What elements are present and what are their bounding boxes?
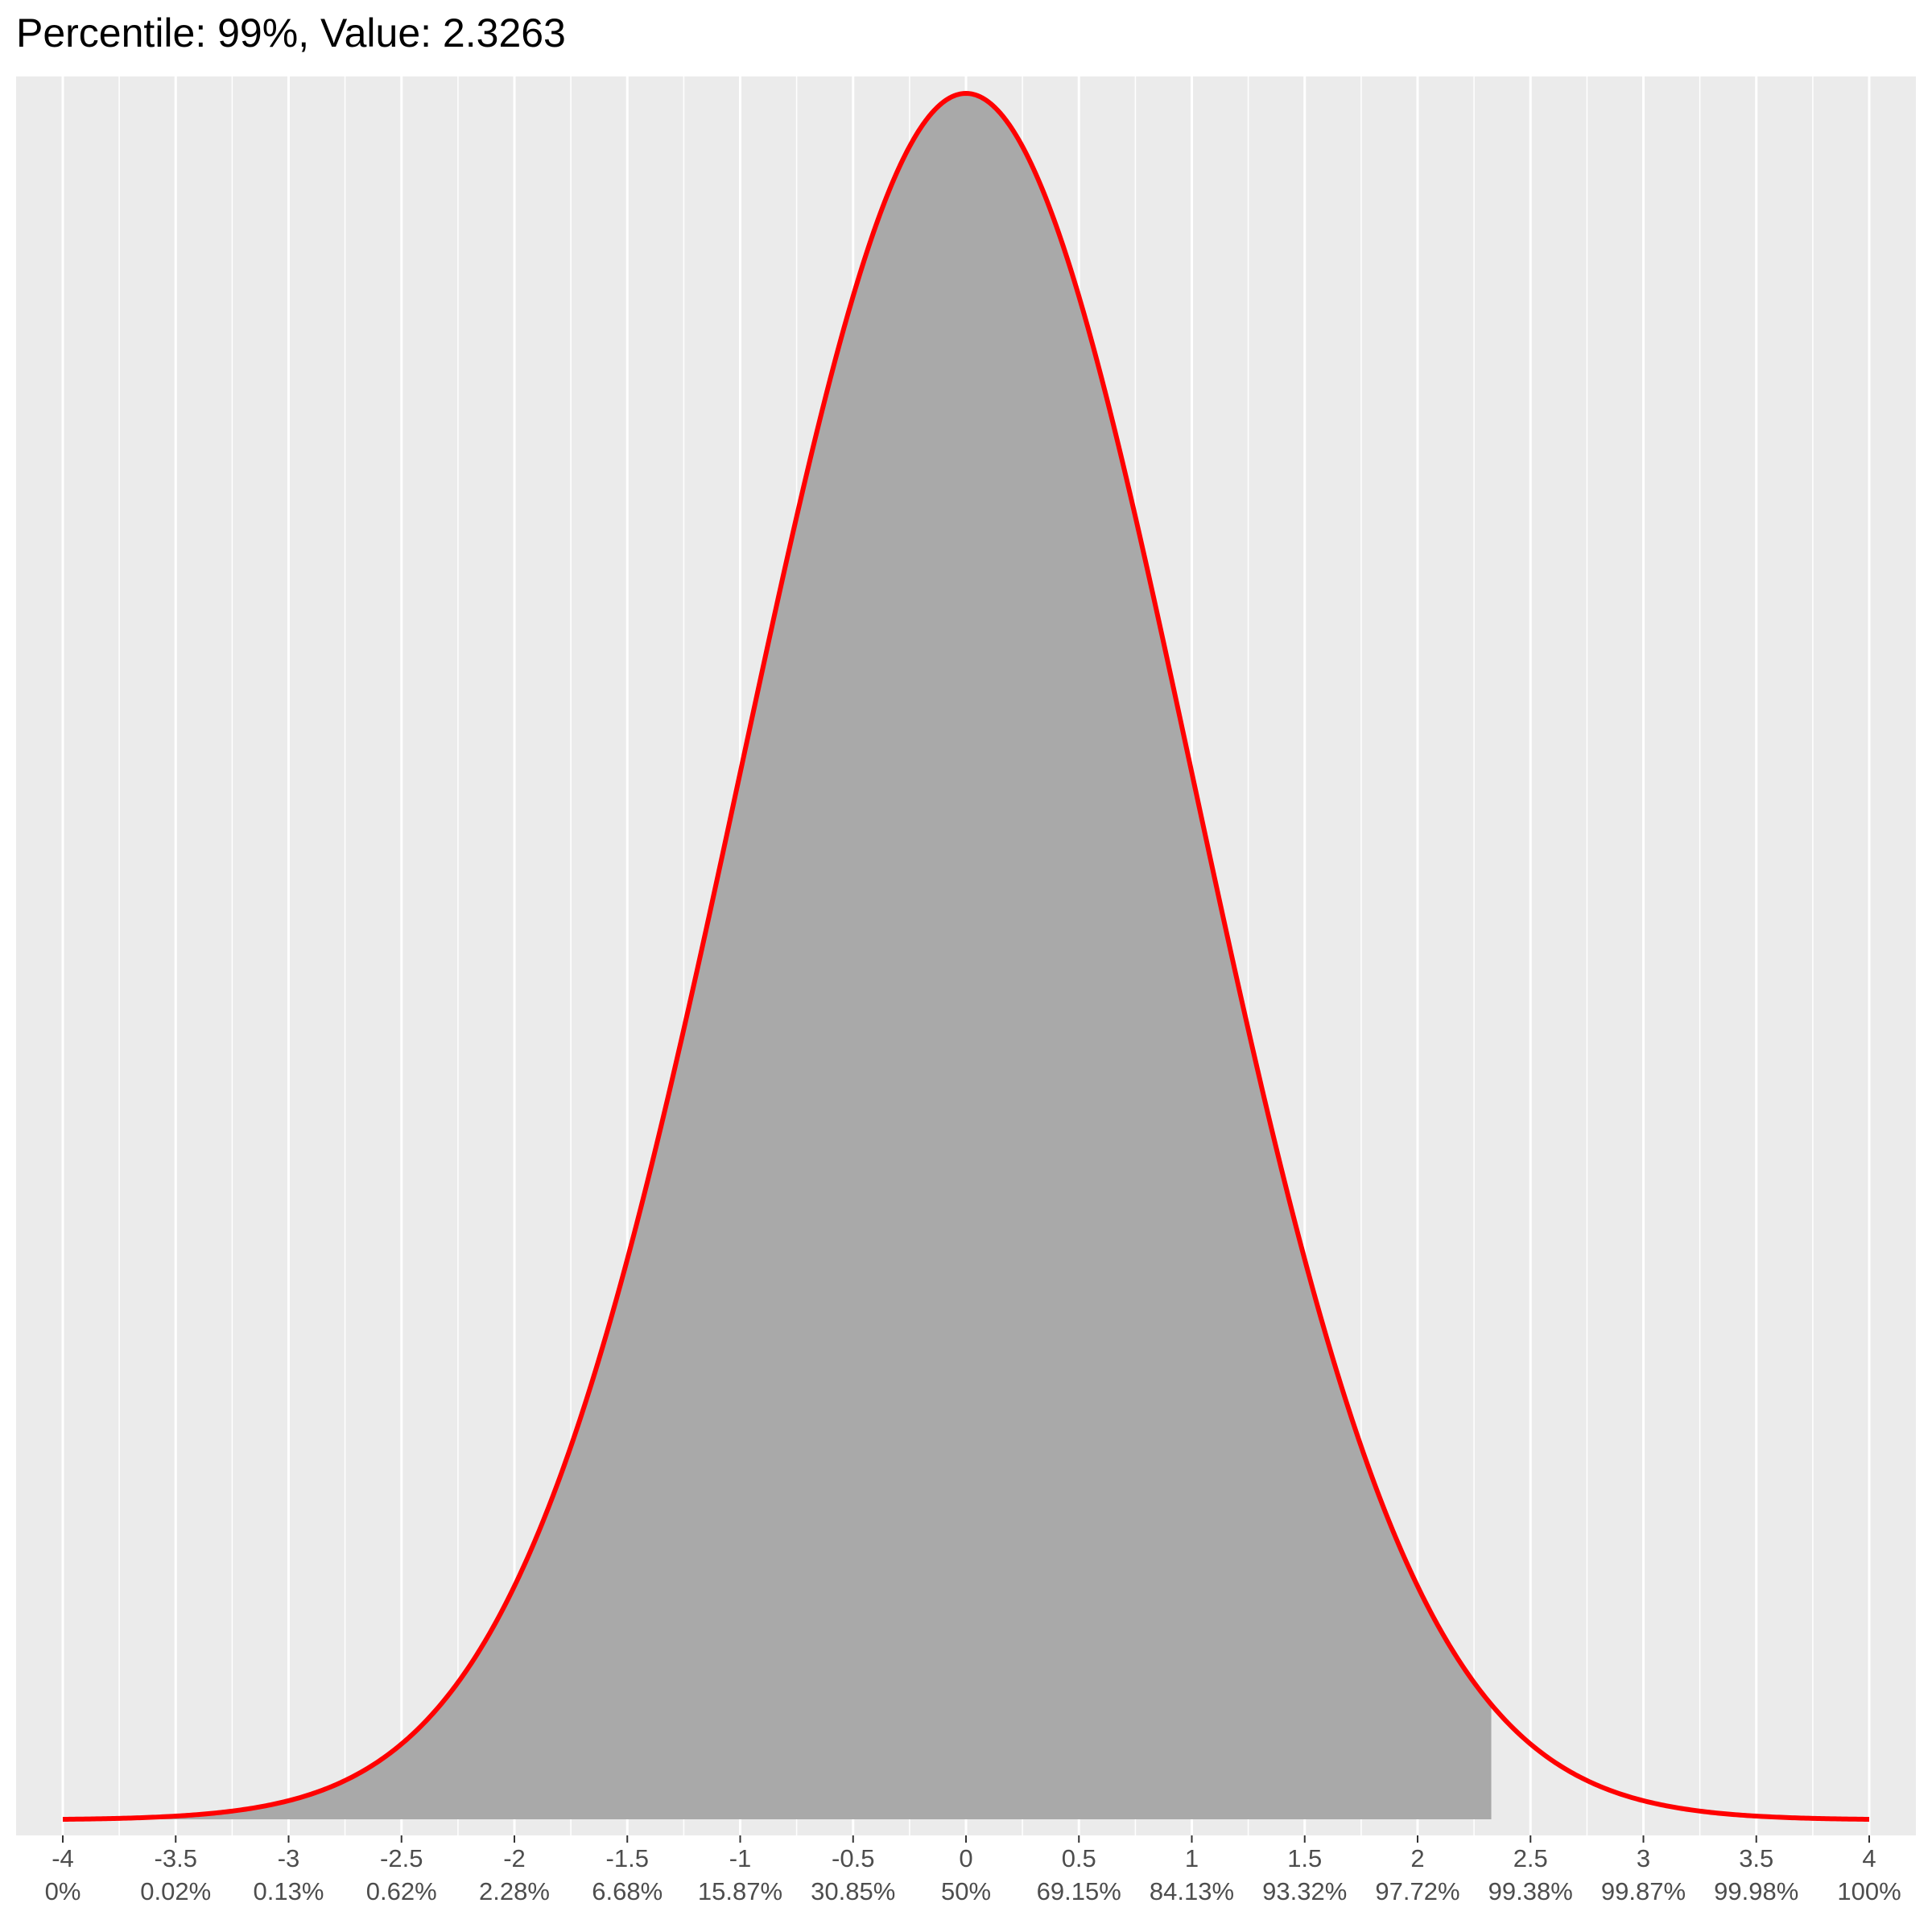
x-tick-percent-label: 0.02% <box>140 1877 211 1905</box>
shaded-area <box>63 93 1492 1819</box>
x-tick-label: 1.5 <box>1287 1844 1322 1872</box>
x-tick-label: 3.5 <box>1739 1844 1773 1872</box>
x-tick-label: -2.5 <box>380 1844 423 1872</box>
x-tick-label: -3.5 <box>155 1844 197 1872</box>
chart-title: Percentile: 99%, Value: 2.3263 <box>16 10 566 56</box>
x-tick-percent-label: 15.87% <box>698 1877 782 1905</box>
x-tick-percent-label: 6.68% <box>592 1877 663 1905</box>
x-tick-label: 2.5 <box>1513 1844 1548 1872</box>
x-tick-percent-label: 30.85% <box>811 1877 895 1905</box>
x-tick-percent-label: 50% <box>941 1877 991 1905</box>
x-tick-percent-label: 0.62% <box>366 1877 437 1905</box>
x-tick-percent-label: 97.72% <box>1375 1877 1459 1905</box>
x-tick-percent-label: 0.13% <box>254 1877 324 1905</box>
x-tick-label: -4 <box>52 1844 74 1872</box>
x-tick-label: 1 <box>1185 1844 1199 1872</box>
x-tick-percent-label: 84.13% <box>1150 1877 1234 1905</box>
x-tick-label: -1.5 <box>606 1844 649 1872</box>
x-tick-percent-label: 100% <box>1837 1877 1901 1905</box>
x-tick-label: -0.5 <box>832 1844 874 1872</box>
x-tick-percent-label: 99.98% <box>1714 1877 1798 1905</box>
x-tick-label: 0.5 <box>1062 1844 1096 1872</box>
x-tick-label: -1 <box>729 1844 752 1872</box>
x-tick-percent-label: 93.32% <box>1262 1877 1347 1905</box>
x-tick-label: 2 <box>1410 1844 1424 1872</box>
x-tick-percent-label: 99.87% <box>1601 1877 1686 1905</box>
x-tick-label: 0 <box>959 1844 972 1872</box>
density-curve <box>62 91 1870 1822</box>
x-tick-percent-label: 0% <box>45 1877 81 1905</box>
x-tick-label: -3 <box>278 1844 300 1872</box>
x-tick-label: 3 <box>1637 1844 1650 1872</box>
x-tick-percent-label: 2.28% <box>479 1877 550 1905</box>
x-tick-percent-label: 69.15% <box>1037 1877 1121 1905</box>
x-axis-ticks: -4 0% -3.5 0.02% -3 0.13% -2.5 0.62% -2 2.28% -1.5… <box>45 1835 1901 1905</box>
x-tick-label: 4 <box>1862 1844 1876 1872</box>
x-tick-percent-label: 99.38% <box>1488 1877 1573 1905</box>
x-tick-label: -2 <box>503 1844 526 1872</box>
